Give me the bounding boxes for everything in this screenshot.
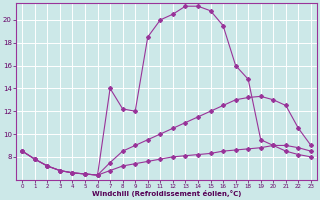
X-axis label: Windchill (Refroidissement éolien,°C): Windchill (Refroidissement éolien,°C) — [92, 190, 241, 197]
